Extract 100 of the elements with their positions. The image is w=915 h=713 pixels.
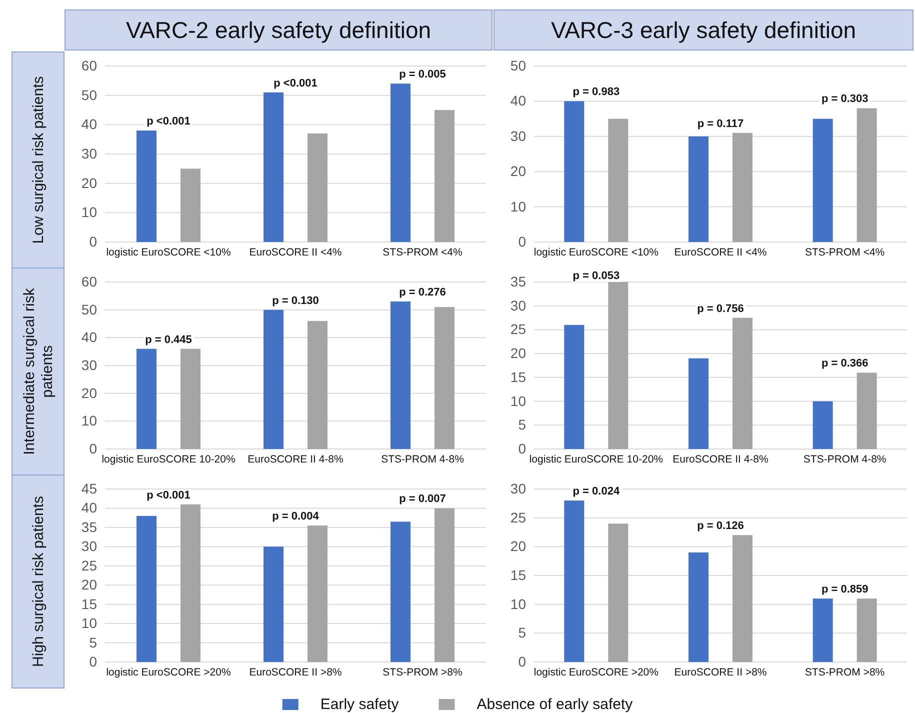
bar	[608, 524, 628, 662]
bar	[264, 546, 284, 662]
bar	[434, 508, 454, 662]
y-tick-label: 10	[81, 412, 98, 429]
bar	[390, 84, 410, 242]
annotation: p <0.001	[146, 489, 190, 502]
y-tick-label: 0	[89, 440, 98, 456]
bar	[434, 307, 454, 449]
chart-title: VARC-3 early safety definition	[550, 17, 856, 43]
annotation: p = 0.126	[697, 520, 744, 532]
y-tick-label: 30	[510, 297, 526, 314]
legend-label: Absence of early safety	[476, 696, 634, 713]
legend-label: Early safety	[320, 696, 400, 713]
x-tick-label: logistic EuroSCORE <10%	[106, 246, 231, 258]
y-tick-label: 20	[81, 174, 98, 191]
x-tick-label: EuroSCORE II >8%	[674, 666, 767, 678]
y-tick-label: 15	[81, 596, 98, 612]
bar	[812, 401, 833, 449]
bar	[180, 348, 200, 449]
annotation: p = 0.007	[399, 493, 446, 506]
y-tick-label: 30	[81, 145, 98, 162]
y-tick-label: 15	[510, 566, 526, 583]
bar	[732, 535, 752, 662]
annotation: p = 0.276	[399, 286, 446, 298]
y-tick-label: 35	[510, 273, 526, 290]
x-tick-label: STS-PROM 4-8%	[803, 453, 886, 466]
y-tick-label: 40	[81, 116, 98, 132]
y-tick-label: 30	[81, 538, 98, 554]
bar	[688, 552, 708, 662]
bar	[434, 110, 454, 242]
bar	[564, 101, 584, 242]
y-tick-label: 20	[510, 163, 526, 180]
annotation: p = 0.117	[697, 118, 744, 130]
y-tick-label: 25	[510, 321, 526, 338]
x-tick-label: EuroSCORE II <4%	[249, 246, 342, 258]
y-tick-label: 15	[510, 368, 526, 385]
y-tick-label: 10	[81, 615, 98, 632]
x-tick-label: logistic EuroSCORE 10-20%	[529, 453, 663, 466]
x-tick-label: logistic EuroSCORE 10-20%	[102, 453, 236, 466]
y-tick-label: 50	[81, 86, 98, 103]
x-tick-label: logistic EuroSCORE >20%	[534, 666, 658, 678]
bar	[308, 320, 328, 449]
y-tick-label: 5	[518, 416, 526, 433]
annotation: p = 0.366	[821, 358, 868, 370]
bar	[264, 92, 284, 242]
y-tick-label: 35	[81, 518, 98, 535]
bar	[180, 504, 200, 662]
annotation: p = 0.756	[697, 302, 744, 315]
bar	[136, 130, 156, 242]
y-tick-label: 0	[518, 440, 526, 456]
y-tick-label: 45	[81, 480, 98, 496]
y-tick-label: 0	[89, 653, 98, 670]
x-tick-label: STS-PROM 4-8%	[381, 453, 464, 466]
bar	[812, 598, 833, 662]
bar	[308, 526, 328, 662]
bar	[308, 133, 328, 242]
annotation: p <0.001	[274, 77, 318, 90]
bar	[180, 168, 200, 242]
bar	[608, 118, 628, 242]
x-tick-label: logistic EuroSCORE <10%	[534, 246, 658, 258]
y-tick-label: 10	[81, 204, 98, 220]
y-axis-title: Low surgical risk patients	[30, 76, 47, 244]
bar	[136, 516, 156, 662]
annotation: p = 0.303	[821, 93, 868, 106]
y-tick-label: 25	[81, 557, 98, 574]
bar	[856, 372, 877, 449]
x-tick-label: STS-PROM <4%	[805, 246, 885, 258]
y-tick-label: 40	[81, 329, 98, 346]
annotation: p <0.001	[146, 116, 190, 128]
y-tick-label: 20	[510, 538, 526, 554]
bar	[564, 500, 584, 662]
chart-title: VARC-2 early safety definition	[126, 17, 432, 43]
bar	[732, 318, 752, 449]
y-tick-label: 0	[89, 233, 98, 250]
x-tick-label: logistic EuroSCORE >20%	[106, 666, 231, 678]
y-tick-label: 5	[518, 624, 526, 641]
x-tick-label: EuroSCORE II >8%	[249, 666, 342, 678]
y-tick-label: 0	[518, 233, 526, 250]
annotation: p = 0.859	[821, 584, 868, 596]
bar	[608, 282, 628, 449]
y-tick-label: 50	[81, 301, 98, 318]
y-tick-label: 0	[518, 653, 526, 670]
y-axis-title: High surgical risk patients	[30, 496, 47, 667]
bar	[732, 132, 752, 242]
x-tick-label: EuroSCORE II 4-8%	[248, 453, 344, 466]
y-tick-label: 10	[510, 392, 526, 409]
y-tick-label: 30	[510, 128, 526, 144]
bar	[812, 118, 833, 242]
y-axis-title: Intermediate surgical risk patients	[21, 288, 56, 455]
bar	[688, 136, 708, 242]
x-tick-label: EuroSCORE II 4-8%	[672, 453, 768, 466]
annotation: p = 0.983	[572, 86, 620, 98]
annotation: p = 0.005	[399, 68, 446, 81]
annotation: p = 0.053	[572, 270, 620, 282]
annotation: p = 0.024	[572, 486, 620, 498]
bar	[136, 348, 156, 449]
annotation: p = 0.130	[272, 294, 319, 307]
x-tick-label: STS-PROM <4%	[382, 246, 462, 258]
y-tick-label: 5	[89, 634, 98, 650]
bar	[688, 358, 708, 449]
